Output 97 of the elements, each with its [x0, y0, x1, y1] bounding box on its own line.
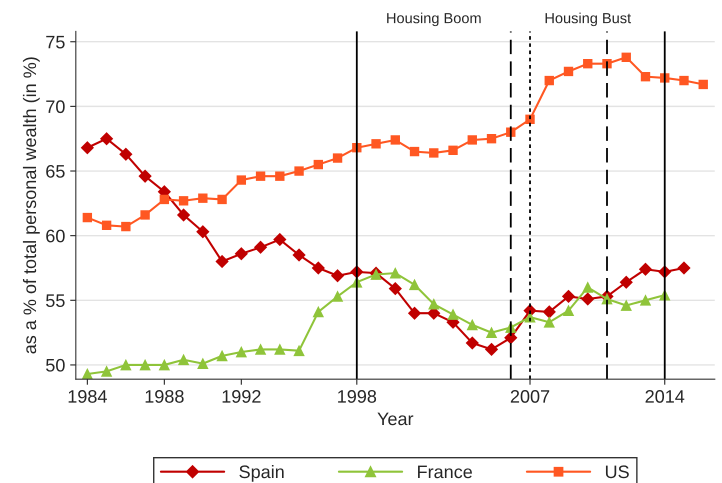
- point: [140, 210, 150, 220]
- x-tick-label: 2014: [646, 390, 684, 403]
- point: [564, 66, 574, 76]
- point: [256, 172, 266, 181]
- point: [332, 153, 342, 163]
- text: Housing Bust: [546, 12, 632, 26]
- point: [332, 291, 343, 302]
- point: [217, 194, 227, 204]
- point: [236, 346, 247, 358]
- x-tick-label: 1998: [338, 390, 376, 403]
- point: [254, 240, 267, 254]
- point: [390, 268, 401, 279]
- point: [429, 148, 438, 158]
- point: [234, 247, 248, 260]
- point: [178, 196, 188, 206]
- y-tick-label: 70: [46, 100, 65, 114]
- point: [468, 135, 477, 145]
- point: [640, 72, 650, 82]
- legend-label: France: [418, 466, 472, 478]
- point: [255, 344, 266, 355]
- y-tick-label: 50: [46, 358, 65, 372]
- point: [504, 331, 518, 344]
- y-tick-label: 60: [46, 230, 65, 242]
- point: [639, 262, 652, 276]
- point: [486, 327, 497, 338]
- point: [294, 166, 304, 176]
- point: [544, 316, 555, 328]
- x-tick-label: 1984: [68, 390, 107, 403]
- point: [582, 282, 594, 293]
- point: [121, 222, 131, 232]
- point: [82, 368, 93, 380]
- point: [486, 134, 496, 144]
- point: [275, 172, 285, 181]
- point: [178, 354, 189, 366]
- point: [390, 135, 400, 145]
- text: Housing Boom: [387, 12, 481, 26]
- x-tick-label: 1988: [146, 390, 184, 403]
- point: [466, 319, 478, 330]
- point: [140, 360, 150, 370]
- point: [158, 360, 170, 370]
- point: [409, 279, 420, 290]
- point: [698, 80, 708, 90]
- point: [216, 350, 228, 362]
- point: [196, 225, 210, 238]
- point: [620, 300, 632, 311]
- point: [408, 306, 421, 320]
- point: [177, 208, 190, 222]
- point: [274, 344, 286, 355]
- point: [236, 175, 246, 185]
- point: [388, 282, 402, 296]
- point: [197, 358, 208, 370]
- point: [292, 248, 306, 262]
- point: [466, 336, 479, 350]
- point: [216, 255, 228, 268]
- y-tick-label: 55: [46, 294, 65, 308]
- point: [314, 160, 323, 170]
- point: [101, 366, 112, 377]
- x-axis-title: Year: [377, 412, 414, 426]
- point: [198, 193, 208, 203]
- legend-label: Spain: [239, 464, 284, 482]
- point: [563, 305, 574, 316]
- point: [485, 343, 498, 356]
- point: [679, 76, 689, 86]
- point: [448, 146, 458, 156]
- point: [331, 269, 344, 282]
- point: [370, 269, 382, 280]
- point: [583, 59, 592, 68]
- point: [120, 360, 132, 370]
- y-axis-title: as a % of total personal wealth (in %): [22, 57, 40, 354]
- point: [581, 292, 594, 306]
- point: [678, 262, 690, 274]
- point: [640, 294, 651, 306]
- point: [80, 141, 94, 154]
- point: [273, 233, 286, 246]
- legend-label: US: [606, 465, 629, 478]
- point: [542, 306, 556, 318]
- y-tick-label: 65: [46, 164, 65, 178]
- y-tick-label: 75: [46, 36, 65, 48]
- point: [544, 76, 554, 86]
- x-tick-label: 1992: [222, 390, 261, 403]
- point: [622, 52, 631, 62]
- point: [102, 220, 112, 230]
- point: [312, 306, 324, 318]
- point: [100, 132, 114, 146]
- point: [448, 309, 458, 320]
- x-tick-label: 2007: [510, 390, 550, 403]
- point: [160, 194, 170, 204]
- point: [119, 148, 132, 161]
- point: [371, 139, 381, 149]
- point: [620, 276, 633, 289]
- point: [410, 146, 420, 156]
- point: [138, 170, 152, 183]
- point: [82, 212, 92, 222]
- point: [294, 345, 304, 356]
- point: [428, 298, 440, 310]
- point: [312, 262, 325, 274]
- point: [562, 290, 575, 303]
